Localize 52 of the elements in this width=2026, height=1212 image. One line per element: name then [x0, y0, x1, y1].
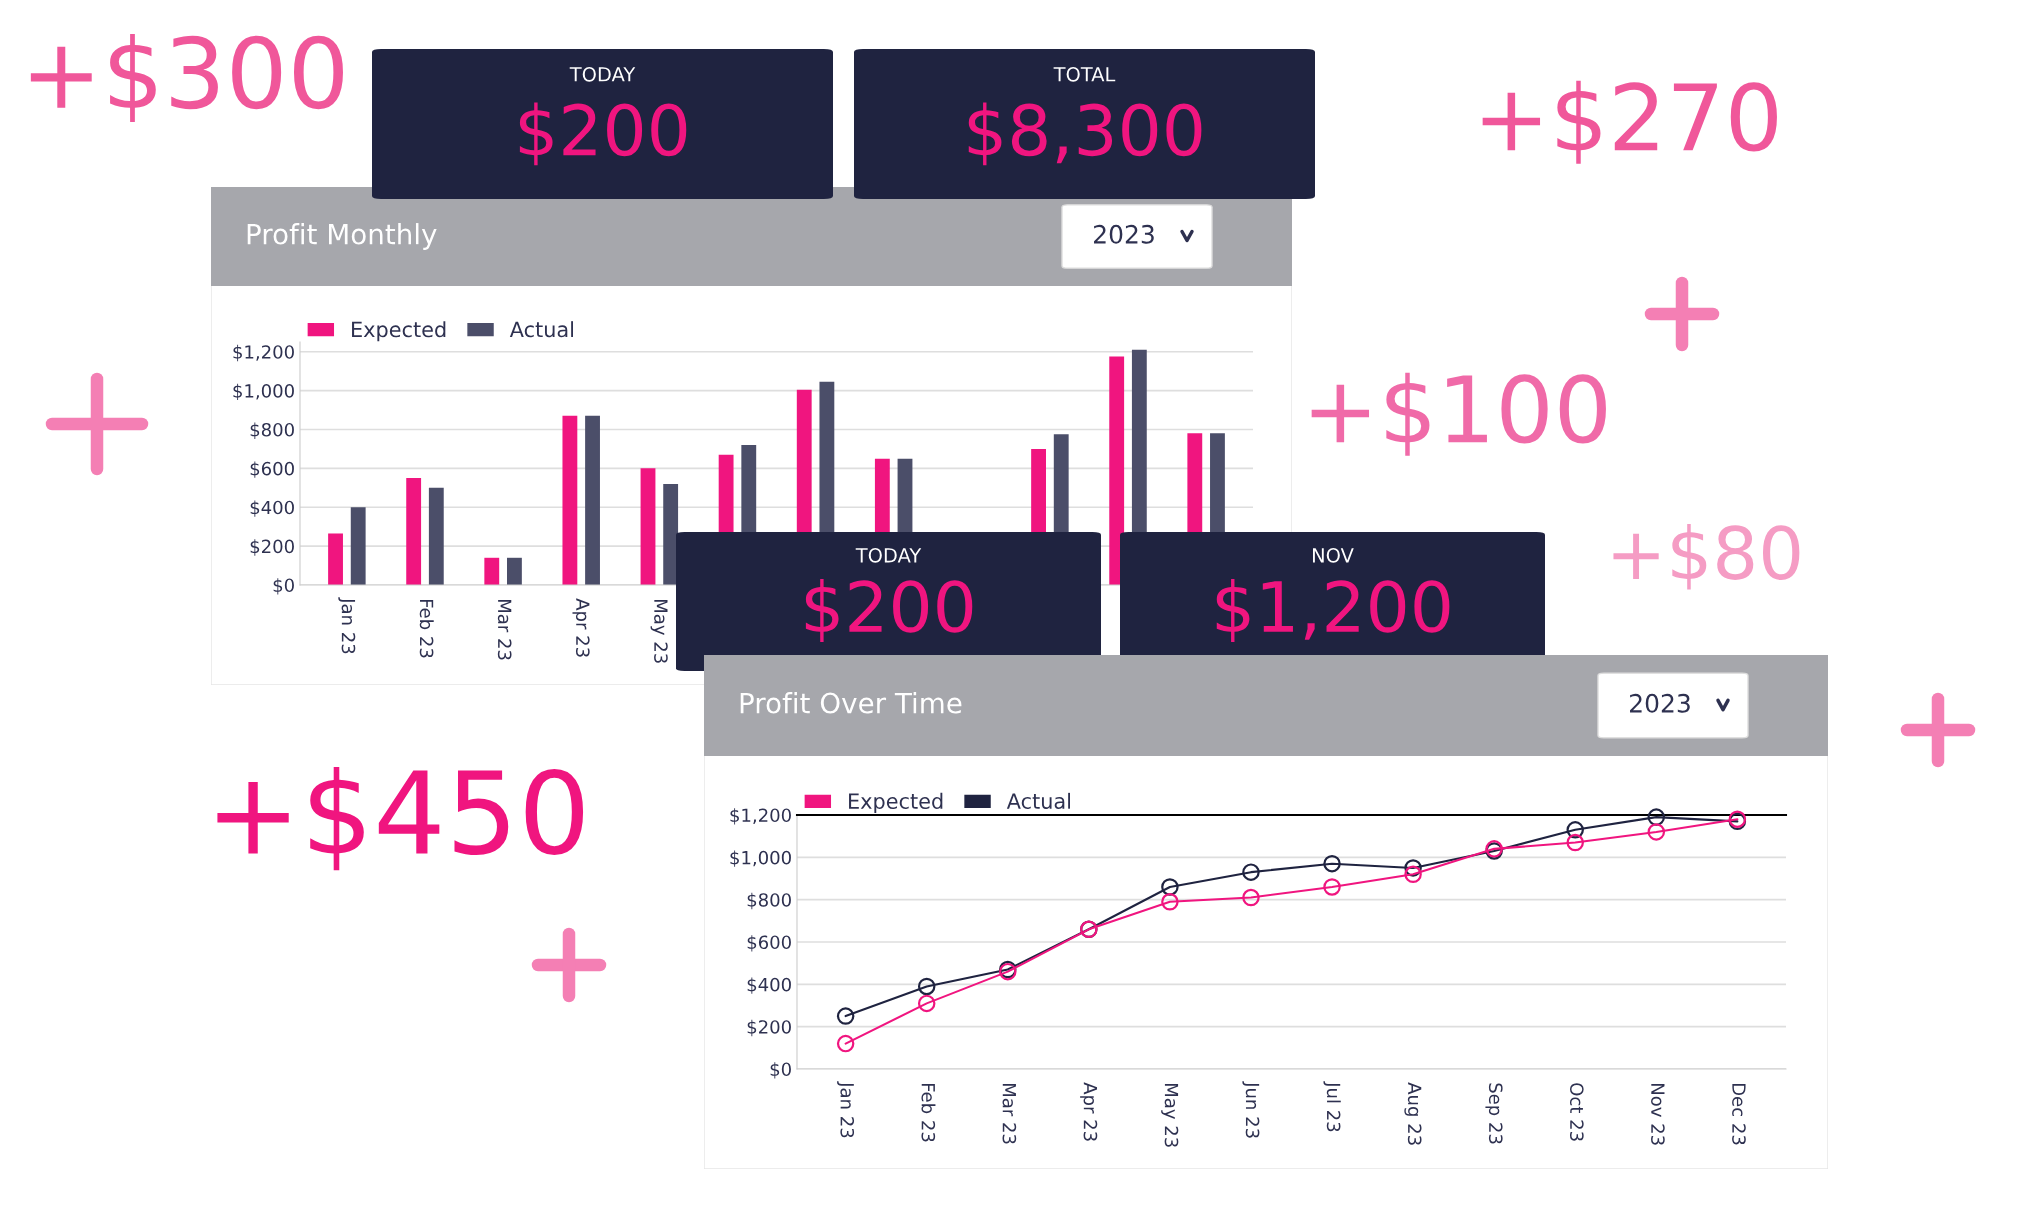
y-tick-label: $800	[747, 892, 791, 910]
x-tick-label: Jan 23	[338, 597, 356, 654]
x-tick-label: Dec 23	[1732, 1083, 1746, 1145]
text: 2023	[1094, 224, 1154, 244]
text: +$80	[1613, 524, 1800, 590]
y-tick-label: $400	[747, 977, 791, 994]
y-tick-label: $0	[273, 578, 294, 595]
x-tick-label: Jan 23	[837, 1081, 855, 1138]
x-tick-label: May 23	[1161, 1083, 1179, 1147]
text: $8,300	[968, 102, 1202, 166]
text: $200	[519, 102, 687, 166]
text: TODAY	[569, 66, 636, 82]
y-tick-label: $200	[747, 1019, 791, 1037]
text: 2023	[1630, 693, 1690, 713]
x-tick-label: Feb 23	[921, 1083, 936, 1142]
text: NOV	[1313, 547, 1354, 563]
x-tick-label: Jul 23	[1323, 1081, 1341, 1132]
chart-title: Profit Over Time	[740, 692, 962, 714]
y-tick-label: $0	[770, 1062, 791, 1079]
x-tick-label: Sep 23	[1485, 1083, 1503, 1144]
annotation: $1,200	[1216, 579, 1450, 642]
y-tick-label: $1,200	[233, 344, 294, 362]
text: +$300	[30, 33, 343, 123]
x-tick-label: Mar 23	[1002, 1083, 1017, 1144]
legend-label: Actual	[509, 321, 574, 338]
x-tick-label: Oct 23	[1569, 1083, 1584, 1141]
chart-title: Profit Monthly	[247, 223, 437, 250]
x-tick-label: Feb 23	[419, 599, 434, 658]
text: TODAY	[855, 547, 922, 563]
annotation: $200	[805, 579, 973, 642]
y-tick-label: $800	[250, 422, 294, 439]
y-tick-label: $400	[250, 500, 294, 517]
text: +$100	[1311, 372, 1606, 456]
text: +$450	[217, 766, 584, 871]
x-tick-label: Apr 23	[1080, 1082, 1098, 1141]
legend-label: Expected	[849, 792, 943, 814]
y-tick-label: $1,000	[233, 383, 294, 401]
text: TOTAL	[1053, 66, 1116, 82]
y-tick-label: $1,200	[730, 808, 791, 825]
x-tick-label: Jun 23	[1242, 1081, 1260, 1138]
legend-label: Expected	[352, 321, 446, 342]
y-tick-label: $1,000	[730, 850, 791, 867]
y-tick-label: $600	[747, 935, 791, 952]
x-tick-label: May 23	[650, 599, 668, 663]
legend-label: Actual	[1006, 792, 1071, 809]
x-tick-label: Aug 23	[1404, 1082, 1422, 1145]
x-tick-label: Apr 23	[572, 598, 590, 657]
x-tick-label: Nov 23	[1651, 1083, 1665, 1145]
x-tick-label: Mar 23	[497, 599, 512, 660]
y-tick-label: $200	[250, 539, 294, 556]
text: +$270	[1482, 80, 1777, 164]
y-tick-label: $600	[250, 461, 294, 478]
